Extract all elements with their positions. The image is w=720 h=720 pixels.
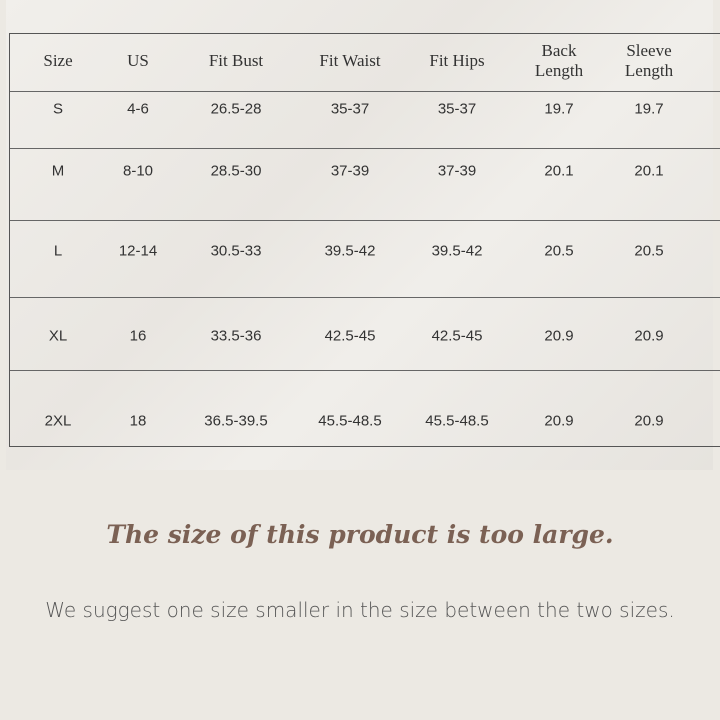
table-cell: 42.5-45 [324,327,376,345]
table-cell: M [51,162,65,180]
table-cell: 37-39 [330,162,370,180]
table-cell: 20.9 [634,327,664,345]
column-header: Size [43,51,73,70]
table-cell: L [53,242,63,260]
table-cell: 20.1 [634,162,664,180]
table-cell: 42.5-45 [431,327,483,345]
column-header: Fit Bust [208,51,264,70]
table-cell: 4-6 [127,100,149,118]
column-header: Sleeve Length [624,41,674,80]
column-header: Fit Waist [319,51,381,70]
table-cell: 33.5-36 [210,327,262,345]
size-chart-table: Size US Fit Bust Fit Waist Fit Hips Back Leng… [9,33,720,447]
table-cell: 20.5 [634,242,664,260]
table-cell: 39.5-42 [431,242,483,260]
table-cell: 35-37 [330,100,370,118]
table-cell: 45.5-48.5 [425,412,489,430]
table-cell: S [52,100,64,118]
table-cell: 30.5-33 [210,242,262,260]
size-chart-panel [6,0,713,470]
table-cell: 20.9 [634,412,664,430]
table-cell: 12-14 [118,242,158,260]
table-cell: 20.9 [544,327,574,345]
table-cell: 8-10 [122,162,154,180]
table-cell: 20.9 [544,412,574,430]
table-cell: 18 [129,412,147,430]
table-cell: 45.5-48.5 [318,412,382,430]
table-cell: 39.5-42 [324,242,376,260]
table-cell: 20.1 [544,162,574,180]
table-header-row: Size US Fit Bust Fit Waist Fit Hips Back Leng… [10,34,720,92]
table-cell: 26.5-28 [210,100,262,118]
column-header: Fit Hips [429,51,485,70]
table-cell: 16 [129,327,147,345]
column-header: US [127,51,149,70]
table-cell: 20.5 [544,242,574,260]
table-cell: 2XL [44,412,72,430]
size-suggestion-note: We suggest one size smaller in the size … [45,598,675,622]
table-cell: XL [48,327,68,345]
table-row: M 8-10 28.5-30 37-39 37-39 20.1 20.1 [10,149,720,221]
table-row: L 12-14 30.5-33 39.5-42 39.5-42 20.5 20.5 [10,221,720,298]
table-cell: 35-37 [437,100,477,118]
table-cell: 37-39 [437,162,477,180]
table-cell: 19.7 [634,100,664,118]
size-warning-heading: The size of this product is too large. [106,520,614,549]
table-row: 2XL 18 36.5-39.5 45.5-48.5 45.5-48.5 20.9 20.9 [10,371,720,445]
table-cell: 28.5-30 [210,162,262,180]
table-cell: 36.5-39.5 [204,412,268,430]
column-header: Back Length [534,41,584,80]
table-row: XL 16 33.5-36 42.5-45 42.5-45 20.9 20.9 [10,298,720,371]
table-cell: 19.7 [544,100,574,118]
table-row: S 4-6 26.5-28 35-37 35-37 19.7 19.7 [10,92,720,149]
